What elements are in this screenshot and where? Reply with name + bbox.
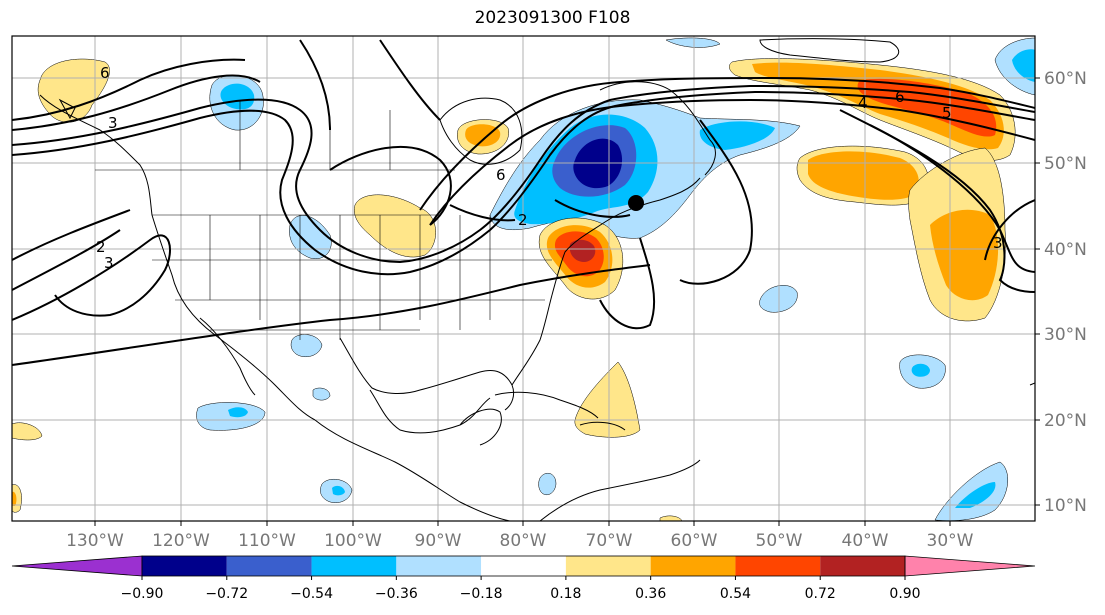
colorbar-label: 0.90 [889,586,920,602]
contour-labels: 6 3 2 3 6 2 6 4 5 3 [96,64,1003,272]
storm-center-marker [628,195,644,211]
contour-label: 6 [496,166,506,184]
colorbar-segment [142,556,227,576]
colorbar-label: −0.36 [375,586,418,602]
colorbar-segment [481,556,566,576]
coastlines [39,38,1035,521]
contour-label: 2 [518,211,528,229]
latitude-labels: 60°N 50°N 40°N 30°N 20°N 10°N [1044,69,1087,516]
lat-label: 10°N [1044,496,1087,516]
lat-label: 40°N [1044,240,1087,260]
map-gridlines [12,36,1035,521]
lon-label: 120°W [152,531,210,551]
lon-label: 90°W [415,531,462,551]
colorbar-label: 0.54 [720,586,751,602]
contour-label: 3 [993,234,1003,252]
colorbar-segment [820,556,905,576]
lon-label: 70°W [586,531,633,551]
colorbar-label: 0.18 [550,586,581,602]
lon-label: 110°W [238,531,296,551]
colorbar-frame [141,555,906,577]
colorbar-extend-max [904,555,1036,577]
contour-label: 3 [104,254,114,272]
contour-label: 6 [100,64,110,82]
colorbar-segment [226,556,312,576]
contour-label: 2 [96,238,106,256]
contour-label: 3 [108,114,118,132]
lat-label: 60°N [1044,69,1087,89]
contour-label: 4 [858,94,868,112]
lon-label: 30°W [927,531,974,551]
lon-label: 60°W [671,531,718,551]
lat-label: 50°N [1044,154,1087,174]
colorbar-label: 0.72 [805,586,836,602]
lon-label: 50°W [756,531,803,551]
colorbar-extend-min [11,555,143,577]
longitude-labels: 130°W 120°W 110°W 100°W 90°W 80°W 70°W 6… [66,531,974,551]
lon-label: 100°W [324,531,382,551]
colorbar-segment [735,556,821,576]
contour-lines [12,39,1035,366]
colorbar [11,555,1036,577]
colorbar-labels: −0.90 −0.72 −0.54 −0.36 −0.18 0.18 0.36 0.54 0.7… [121,576,921,602]
colorbar-label: −0.18 [460,586,503,602]
contour-label: 6 [895,88,905,106]
colorbar-segment [650,556,736,576]
colorbar-segment [565,556,651,576]
lon-label: 80°W [500,531,547,551]
colorbar-label: −0.90 [121,586,164,602]
lat-label: 30°N [1044,325,1087,345]
colorbar-segment [396,556,482,576]
map-title: 2023091300 F108 [474,8,631,28]
axis-ticks [94,77,1040,526]
colorbar-label: −0.72 [205,586,248,602]
colorbar-segment [311,556,397,576]
colorbar-label: −0.54 [290,586,333,602]
colorbar-label: 0.36 [635,586,666,602]
lon-label: 40°W [842,531,889,551]
lon-label: 130°W [66,531,124,551]
positive-anomaly-region [37,58,110,123]
contour-label: 5 [942,104,952,122]
lat-label: 20°N [1044,411,1087,431]
